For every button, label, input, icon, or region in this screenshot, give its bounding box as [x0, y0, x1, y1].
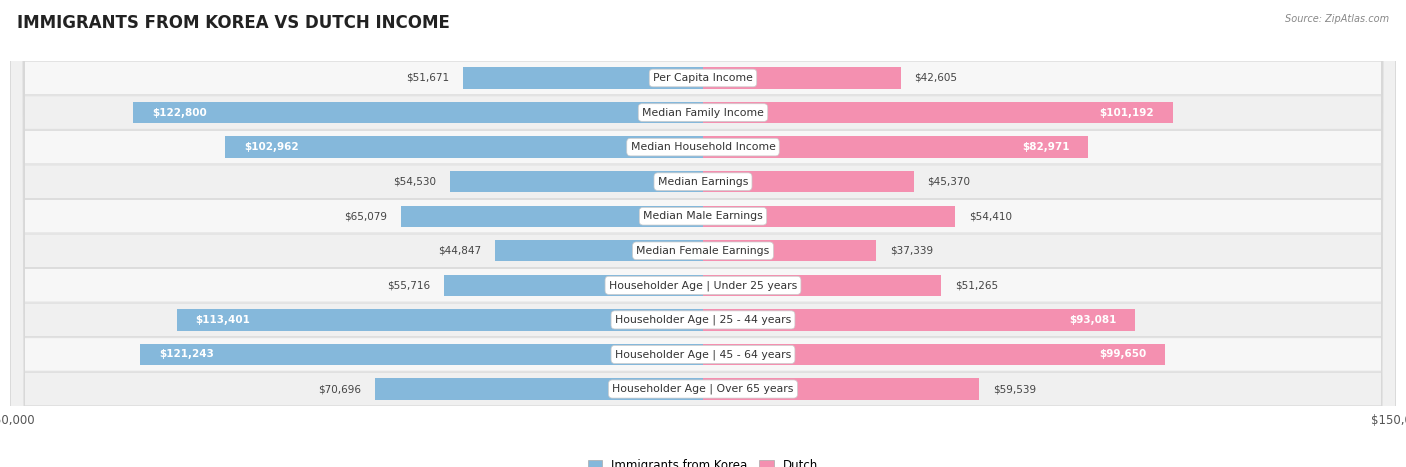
- FancyBboxPatch shape: [10, 0, 1396, 467]
- Text: Per Capita Income: Per Capita Income: [652, 73, 754, 83]
- Bar: [177, 309, 703, 331]
- FancyBboxPatch shape: [10, 0, 1396, 467]
- Text: $55,716: $55,716: [388, 280, 430, 290]
- Bar: [703, 136, 1088, 158]
- Bar: [444, 275, 703, 296]
- Bar: [703, 102, 1173, 123]
- Text: $51,265: $51,265: [955, 280, 998, 290]
- FancyBboxPatch shape: [10, 0, 1396, 467]
- Text: IMMIGRANTS FROM KOREA VS DUTCH INCOME: IMMIGRANTS FROM KOREA VS DUTCH INCOME: [17, 14, 450, 32]
- Text: $42,605: $42,605: [914, 73, 957, 83]
- Text: $44,847: $44,847: [437, 246, 481, 256]
- Text: $54,530: $54,530: [394, 177, 436, 187]
- Text: $65,079: $65,079: [344, 211, 387, 221]
- Text: $113,401: $113,401: [195, 315, 250, 325]
- Text: $70,696: $70,696: [318, 384, 361, 394]
- Text: Householder Age | 45 - 64 years: Householder Age | 45 - 64 years: [614, 349, 792, 360]
- FancyBboxPatch shape: [10, 0, 1396, 467]
- Bar: [703, 378, 979, 400]
- Text: Householder Age | Over 65 years: Householder Age | Over 65 years: [612, 384, 794, 394]
- FancyBboxPatch shape: [10, 0, 1396, 467]
- Bar: [463, 67, 703, 89]
- Bar: [703, 344, 1166, 365]
- Bar: [134, 102, 703, 123]
- Text: $93,081: $93,081: [1069, 315, 1116, 325]
- Bar: [703, 67, 901, 89]
- Text: Householder Age | 25 - 44 years: Householder Age | 25 - 44 years: [614, 315, 792, 325]
- Text: $51,671: $51,671: [406, 73, 450, 83]
- Text: $102,962: $102,962: [243, 142, 298, 152]
- Bar: [703, 309, 1135, 331]
- Bar: [495, 240, 703, 262]
- Text: $45,370: $45,370: [928, 177, 970, 187]
- Text: $37,339: $37,339: [890, 246, 934, 256]
- FancyBboxPatch shape: [10, 0, 1396, 467]
- Legend: Immigrants from Korea, Dutch: Immigrants from Korea, Dutch: [583, 454, 823, 467]
- Bar: [401, 205, 703, 227]
- Bar: [141, 344, 703, 365]
- FancyBboxPatch shape: [10, 0, 1396, 467]
- FancyBboxPatch shape: [10, 0, 1396, 467]
- Text: Median Household Income: Median Household Income: [630, 142, 776, 152]
- Bar: [450, 171, 703, 192]
- Bar: [225, 136, 703, 158]
- Bar: [703, 240, 876, 262]
- FancyBboxPatch shape: [10, 0, 1396, 467]
- Text: $122,800: $122,800: [152, 107, 207, 118]
- Text: $59,539: $59,539: [993, 384, 1036, 394]
- Text: $121,243: $121,243: [159, 349, 214, 360]
- Bar: [703, 275, 941, 296]
- Text: Source: ZipAtlas.com: Source: ZipAtlas.com: [1285, 14, 1389, 24]
- Text: $99,650: $99,650: [1099, 349, 1147, 360]
- Text: Median Female Earnings: Median Female Earnings: [637, 246, 769, 256]
- Text: $101,192: $101,192: [1099, 107, 1154, 118]
- Text: Householder Age | Under 25 years: Householder Age | Under 25 years: [609, 280, 797, 290]
- Text: $82,971: $82,971: [1022, 142, 1070, 152]
- Text: Median Male Earnings: Median Male Earnings: [643, 211, 763, 221]
- Bar: [703, 205, 956, 227]
- Text: $54,410: $54,410: [969, 211, 1012, 221]
- Bar: [703, 171, 914, 192]
- Text: Median Family Income: Median Family Income: [643, 107, 763, 118]
- Bar: [375, 378, 703, 400]
- FancyBboxPatch shape: [10, 0, 1396, 467]
- Text: Median Earnings: Median Earnings: [658, 177, 748, 187]
